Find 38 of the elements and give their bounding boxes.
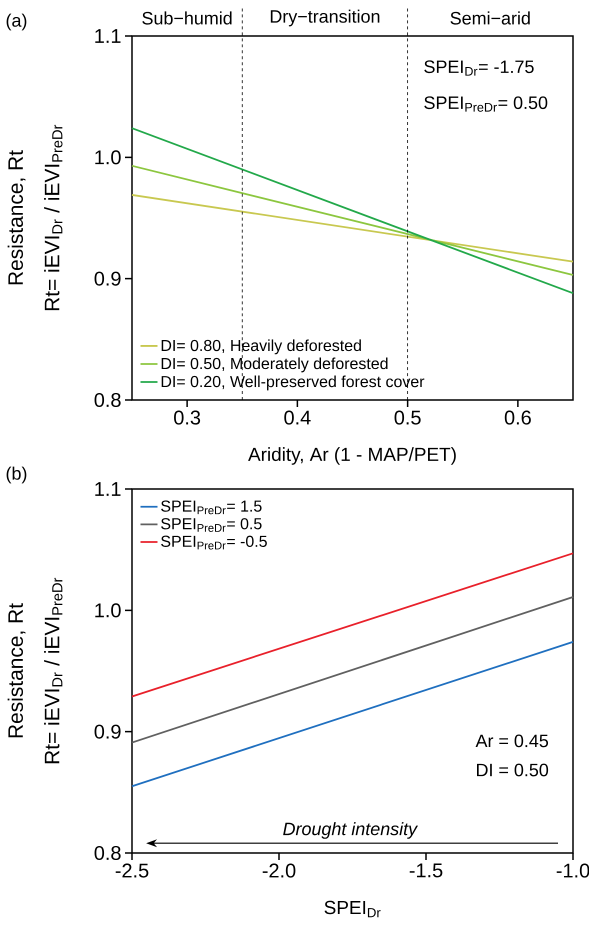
text: Rt= iEVI$_{Dr}$ / iEVI$_{PreDr}$ bbox=[44, 578, 62, 764]
legend-label: SPEI$_{PreDr}$= 0.5 bbox=[161, 518, 262, 532]
y-axis-title: Resistance, Rt bbox=[8, 150, 26, 284]
x-tick-label: 0.6 bbox=[504, 410, 531, 425]
x-tick-label: -2.0 bbox=[262, 864, 296, 878]
x-tick-label: -1.0 bbox=[556, 864, 589, 878]
x-tick-label: 0.4 bbox=[284, 410, 311, 425]
y-axis-title: Resistance, Rt bbox=[8, 603, 26, 738]
annotation: Drought intensity bbox=[283, 822, 418, 839]
text: Rt= iEVI$_{Dr}$ / iEVI$_{PreDr}$ bbox=[44, 124, 62, 310]
x-tick-label: 0.3 bbox=[174, 410, 200, 425]
x-axis-title: SPEI$_{Dr}$ bbox=[324, 900, 381, 918]
x-tick-label: -2.5 bbox=[116, 864, 148, 878]
legend-label: DI= 0.80, Heavily deforested bbox=[162, 339, 361, 354]
y-tick-label: 0.9 bbox=[94, 272, 121, 286]
x-axis-title: Aridity, Ar (1 - MAP/PET) bbox=[248, 447, 456, 465]
annotation: SPEI$_{PreDr}$= 0.50 bbox=[424, 96, 548, 112]
y-tick-label: 1.1 bbox=[95, 482, 121, 496]
text: Semi−arid bbox=[450, 11, 530, 25]
y-tick-label: 1.0 bbox=[95, 603, 121, 618]
text: Dry−transition bbox=[270, 10, 380, 26]
y-tick-label: 0.9 bbox=[94, 724, 121, 739]
legend-label: SPEI$_{PreDr}$= -0.5 bbox=[161, 536, 267, 550]
chart-title: (a) bbox=[6, 14, 26, 30]
x-tick-label: -1.5 bbox=[410, 864, 442, 878]
annotation: SPEI$_{Dr}$= -1.75 bbox=[424, 60, 534, 76]
y-tick-label: 0.8 bbox=[94, 392, 121, 408]
x-tick-label: 0.5 bbox=[394, 410, 421, 425]
chart-title: (b) bbox=[6, 466, 26, 484]
y-tick-label: 0.8 bbox=[94, 846, 121, 860]
legend-label: SPEI$_{PreDr}$= 1.5 bbox=[161, 500, 262, 514]
text: Sub−humid bbox=[142, 11, 232, 25]
annotation: Ar = 0.45 bbox=[476, 734, 548, 748]
legend-label: DI= 0.20, Well-preserved forest cover bbox=[162, 375, 424, 390]
y-tick-label: 1.0 bbox=[95, 150, 121, 164]
annotation: DI = 0.50 bbox=[477, 764, 548, 776]
y-tick-label: 1.1 bbox=[95, 29, 121, 43]
legend-label: DI= 0.50, Moderately deforested bbox=[162, 357, 388, 372]
